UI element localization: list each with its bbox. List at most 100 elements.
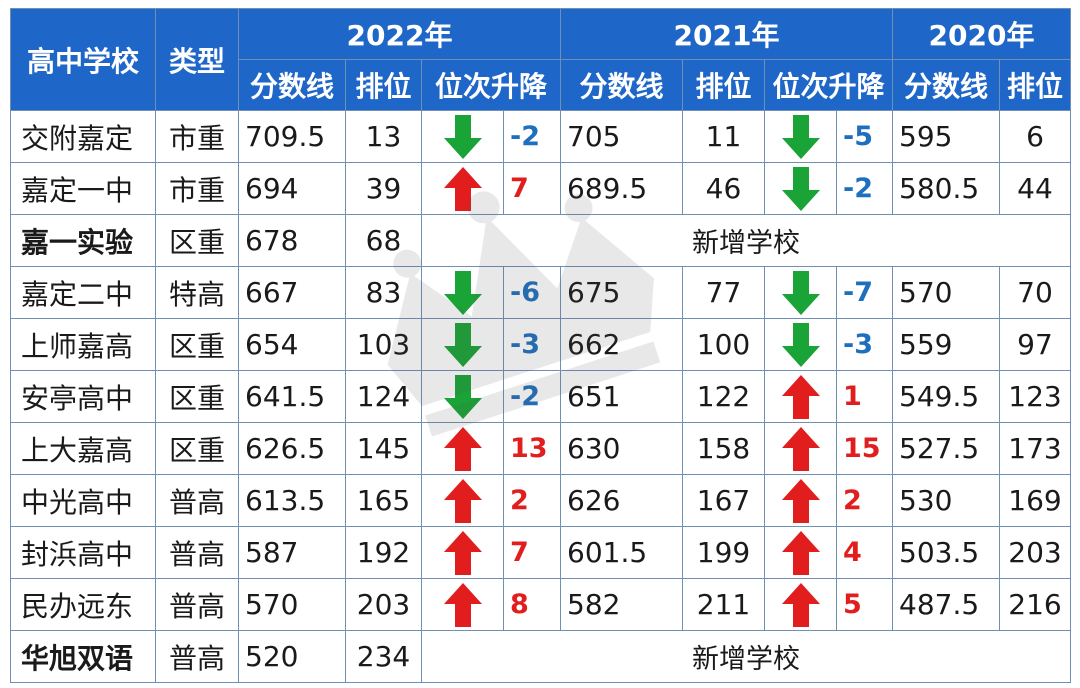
rank-2020: 6 (999, 110, 1071, 163)
change-arrow-2022 (421, 422, 504, 475)
school-type: 普高 (155, 474, 239, 527)
table-row: 中光高中 普高 613.5 165 2 626 167 2 530 169 (10, 474, 1071, 527)
table-row: 上大嘉高 区重 626.5 145 13 630 158 15 527.5 173 (10, 422, 1071, 475)
score-2022: 570 (238, 578, 346, 631)
header-score-2021: 分数线 (560, 59, 683, 111)
header-year-2021: 2021年 (560, 8, 893, 60)
change-value-2021: -7 (836, 266, 893, 319)
rank-2020: 44 (999, 162, 1071, 215)
school-name: 中光高中 (10, 474, 156, 527)
red-up-arrow-icon (781, 530, 820, 575)
rank-2020: 216 (999, 578, 1071, 631)
score-2022: 587 (238, 526, 346, 579)
rank-2022: 39 (345, 162, 422, 215)
score-2022: 641.5 (238, 370, 346, 423)
table-body: 交附嘉定 市重 709.5 13 -2 705 11 -5 595 6 嘉定一中 市重 694 39 7 6 8… (10, 110, 1071, 683)
red-up-arrow-icon (443, 426, 482, 471)
score-2020: 549.5 (892, 370, 1000, 423)
table-row: 上师嘉高 区重 654 103 -3 662 100 -3 559 97 (10, 318, 1071, 371)
header-year-2022: 2022年 (238, 8, 561, 60)
school-type: 特高 (155, 266, 239, 319)
red-up-arrow-icon (443, 478, 482, 523)
green-down-arrow-icon (443, 322, 482, 367)
change-arrow-2022 (421, 266, 504, 319)
rank-2020: 203 (999, 526, 1071, 579)
change-value-2021: -2 (836, 162, 893, 215)
rank-2021: 77 (682, 266, 765, 319)
red-up-arrow-icon (443, 530, 482, 575)
score-2021: 705 (560, 110, 683, 163)
change-value-2022: -3 (503, 318, 561, 371)
header-year-2020: 2020年 (892, 8, 1071, 60)
change-value-2021: 2 (836, 474, 893, 527)
table-row: 封浜高中 普高 587 192 7 601.5 199 4 503.5 203 (10, 526, 1071, 579)
table-row: 华旭双语 普高 520 234 新增学校 (10, 630, 1071, 683)
change-arrow-2021 (764, 162, 837, 215)
rank-2020: 169 (999, 474, 1071, 527)
school-name: 嘉定一中 (10, 162, 156, 215)
school-type: 区重 (155, 370, 239, 423)
school-name: 安亭高中 (10, 370, 156, 423)
red-up-arrow-icon (781, 478, 820, 523)
rank-2022: 124 (345, 370, 422, 423)
score-2020: 487.5 (892, 578, 1000, 631)
rank-2021: 100 (682, 318, 765, 371)
ranking-table-container: 高中学校 类型 2022年 2021年 2020年 分数线 排位 位次升降 分数… (10, 8, 1071, 683)
green-down-arrow-icon (781, 166, 820, 211)
change-arrow-2022 (421, 526, 504, 579)
green-down-arrow-icon (781, 270, 820, 315)
school-name: 民办远东 (10, 578, 156, 631)
change-value-2021: 5 (836, 578, 893, 631)
rank-2022: 192 (345, 526, 422, 579)
score-2021: 626 (560, 474, 683, 527)
change-value-2022: -6 (503, 266, 561, 319)
score-2022: 678 (238, 214, 346, 267)
score-2021: 662 (560, 318, 683, 371)
score-2022: 613.5 (238, 474, 346, 527)
red-up-arrow-icon (443, 582, 482, 627)
score-2021: 601.5 (560, 526, 683, 579)
rank-2020: 70 (999, 266, 1071, 319)
score-2020: 570 (892, 266, 1000, 319)
school-ranking-table: 高中学校 类型 2022年 2021年 2020年 分数线 排位 位次升降 分数… (10, 8, 1071, 683)
school-type: 市重 (155, 110, 239, 163)
red-up-arrow-icon (781, 582, 820, 627)
score-2022: 694 (238, 162, 346, 215)
green-down-arrow-icon (781, 322, 820, 367)
red-up-arrow-icon (781, 374, 820, 419)
green-down-arrow-icon (443, 114, 482, 159)
new-school-note: 新增学校 (421, 214, 1071, 267)
score-2022: 520 (238, 630, 346, 683)
score-2021: 630 (560, 422, 683, 475)
new-school-note: 新增学校 (421, 630, 1071, 683)
school-name: 上大嘉高 (10, 422, 156, 475)
rank-2021: 199 (682, 526, 765, 579)
score-2020: 503.5 (892, 526, 1000, 579)
change-value-2022: 13 (503, 422, 561, 475)
change-arrow-2022 (421, 474, 504, 527)
table-row: 安亭高中 区重 641.5 124 -2 651 122 1 549.5 123 (10, 370, 1071, 423)
table-row: 交附嘉定 市重 709.5 13 -2 705 11 -5 595 6 (10, 110, 1071, 163)
change-value-2021: 15 (836, 422, 893, 475)
change-value-2022: 2 (503, 474, 561, 527)
rank-2021: 167 (682, 474, 765, 527)
school-type: 普高 (155, 526, 239, 579)
school-name: 嘉定二中 (10, 266, 156, 319)
rank-2020: 97 (999, 318, 1071, 371)
header-score-2020: 分数线 (892, 59, 1000, 111)
change-arrow-2021 (764, 578, 837, 631)
header-change-2021: 位次升降 (764, 59, 893, 111)
change-value-2021: 4 (836, 526, 893, 579)
change-value-2022: 7 (503, 162, 561, 215)
change-arrow-2021 (764, 474, 837, 527)
change-value-2022: 8 (503, 578, 561, 631)
school-name: 华旭双语 (10, 630, 156, 683)
change-arrow-2021 (764, 526, 837, 579)
change-value-2022: -2 (503, 370, 561, 423)
school-name: 交附嘉定 (10, 110, 156, 163)
score-2020: 559 (892, 318, 1000, 371)
score-2022: 626.5 (238, 422, 346, 475)
score-2020: 580.5 (892, 162, 1000, 215)
score-2020: 527.5 (892, 422, 1000, 475)
school-type: 普高 (155, 630, 239, 683)
